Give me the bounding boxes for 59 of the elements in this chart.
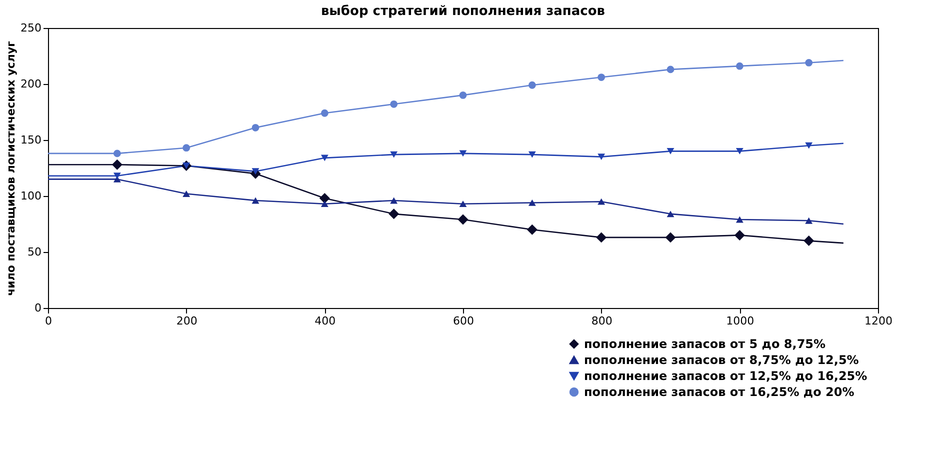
point [252, 124, 260, 132]
point [252, 168, 260, 175]
point [805, 217, 813, 224]
point [459, 150, 467, 157]
point [528, 81, 536, 89]
y-tick-label: 200 [20, 78, 42, 90]
y-tick-label: 0 [34, 302, 42, 314]
x-tick-label: 0 [45, 314, 52, 328]
point [112, 159, 122, 170]
legend-label: пополнение запасов от 8,75% до 12,5% [584, 353, 859, 367]
point [320, 200, 328, 208]
point [182, 190, 190, 197]
legend-label: пополнение запасов от 16,25% до 20% [584, 385, 854, 399]
point [736, 148, 744, 154]
y-axis-title: чило поставщиков логистических услуг [4, 40, 18, 296]
x-tick-label: 800 [591, 314, 612, 328]
point [805, 59, 813, 66]
point [320, 109, 328, 117]
point [113, 172, 121, 180]
point [736, 216, 744, 223]
point [526, 224, 538, 235]
point [459, 200, 467, 208]
point [388, 208, 400, 220]
y-tick-label: 50 [28, 246, 42, 258]
chart-title: выбор стратегий пополнения запасов [320, 4, 606, 19]
point [528, 200, 536, 206]
y-tick-label: 250 [20, 22, 42, 34]
point [319, 192, 330, 204]
point [598, 154, 606, 160]
point [182, 144, 190, 152]
point [598, 74, 606, 81]
point [252, 197, 260, 204]
x-tick-label: 200 [176, 314, 198, 328]
point [734, 230, 745, 240]
point [596, 232, 607, 243]
x-tick-label: 400 [314, 314, 336, 328]
point [320, 154, 328, 162]
point [666, 210, 674, 218]
legend-label: пополнение запасов от 5 до 8,75% [584, 337, 826, 351]
y-tick-label: 100 [20, 190, 42, 202]
point [805, 142, 813, 149]
point [804, 236, 814, 246]
point [528, 151, 536, 158]
point [666, 66, 674, 74]
legend-label: пополнение запасов от 12,5% до 16,25% [584, 369, 868, 383]
x-tick-label: 600 [453, 314, 474, 328]
point [598, 198, 606, 205]
x-tick-label: 1200 [864, 314, 892, 328]
y-tick-label: 150 [20, 134, 42, 146]
point [665, 232, 676, 243]
point [390, 151, 398, 158]
point [736, 62, 744, 70]
point [113, 150, 121, 158]
point [390, 100, 398, 108]
point [390, 197, 398, 204]
point [459, 92, 467, 99]
x-tick-label: 1000 [726, 314, 754, 328]
point [458, 214, 468, 225]
point [666, 148, 674, 154]
